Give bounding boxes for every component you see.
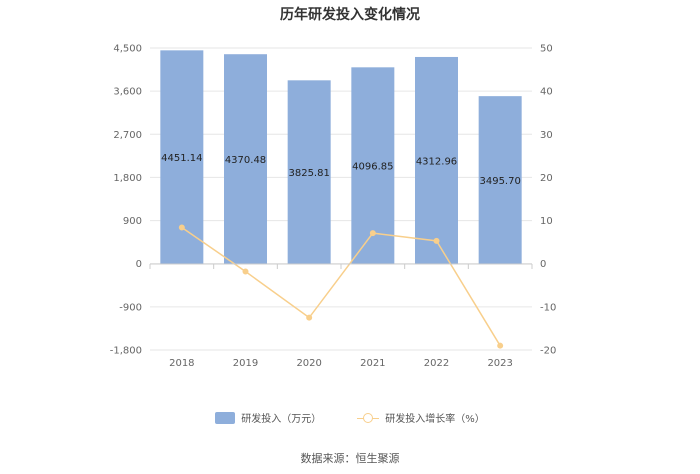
y-right-tick-label: 40 xyxy=(540,87,553,98)
y-right-tick-label: 10 xyxy=(540,216,553,227)
data-source: 数据来源：恒生聚源 xyxy=(300,452,400,465)
y-left-tick-label: 1,800 xyxy=(113,173,142,184)
y-left-tick-label: 4,500 xyxy=(113,44,142,55)
legend-line-label: 研发投入增长率（%） xyxy=(385,414,485,425)
y-left-tick-label: 900 xyxy=(123,216,142,227)
y-right-tick-label: -20 xyxy=(540,346,556,357)
y-left-tick-label: -900 xyxy=(119,302,142,313)
bar-series: 4451.14 4370.48 3825.81 4096.85 4312.96 3495.… xyxy=(160,50,522,265)
growth-point xyxy=(369,230,376,237)
y-right-tick-label: -10 xyxy=(540,302,556,313)
legend-line-swatch xyxy=(357,412,380,424)
x-tick-label: 2019 xyxy=(233,358,258,369)
bar xyxy=(478,96,522,264)
bar-data-label: 4370.48 xyxy=(225,155,266,166)
y-left-tick-label: 2,700 xyxy=(113,130,142,141)
bar xyxy=(415,56,458,264)
axes: -1,800 -900 0 900 1,800 2,700 3,600 4,500 -20 -10… xyxy=(110,44,557,370)
y-left-tick-label: 0 xyxy=(136,259,142,270)
y-right-tick-label: 50 xyxy=(540,44,553,55)
x-tick-label: 2023 xyxy=(487,358,512,369)
legend-item-line[interactable]: 研发投入增长率（%） xyxy=(357,410,485,425)
chart-title: 历年研发投入变化情况 xyxy=(280,7,420,23)
bar xyxy=(224,54,267,264)
bar-data-label: 4312.96 xyxy=(416,156,457,167)
x-tick-label: 2018 xyxy=(169,358,194,369)
growth-point xyxy=(433,237,440,244)
x-tick-label: 2020 xyxy=(296,358,321,369)
bar-data-label: 3825.81 xyxy=(288,168,329,179)
bar xyxy=(287,80,331,264)
legend: 研发投入（万元） 研发投入增长率（%） xyxy=(0,410,700,425)
growth-point xyxy=(497,342,504,349)
y-right-tick-label: 20 xyxy=(540,173,553,184)
bar-data-label: 3495.70 xyxy=(479,176,520,187)
growth-point xyxy=(178,224,185,231)
legend-item-bar[interactable]: 研发投入（万元） xyxy=(215,410,321,425)
growth-point xyxy=(242,268,249,275)
x-tick-label: 2021 xyxy=(360,358,385,369)
bar-data-label: 4451.14 xyxy=(161,153,202,164)
y-right-tick-label: 30 xyxy=(540,130,553,141)
y-left-tick-label: -1,800 xyxy=(110,346,142,357)
legend-bar-swatch xyxy=(215,411,236,424)
growth-point xyxy=(306,314,313,321)
y-left-tick-label: 3,600 xyxy=(113,87,142,98)
x-tick-label: 2022 xyxy=(424,358,449,369)
bar-data-label: 4096.85 xyxy=(352,162,393,173)
legend-bar-label: 研发投入（万元） xyxy=(241,414,322,425)
y-right-tick-label: 0 xyxy=(540,259,546,270)
